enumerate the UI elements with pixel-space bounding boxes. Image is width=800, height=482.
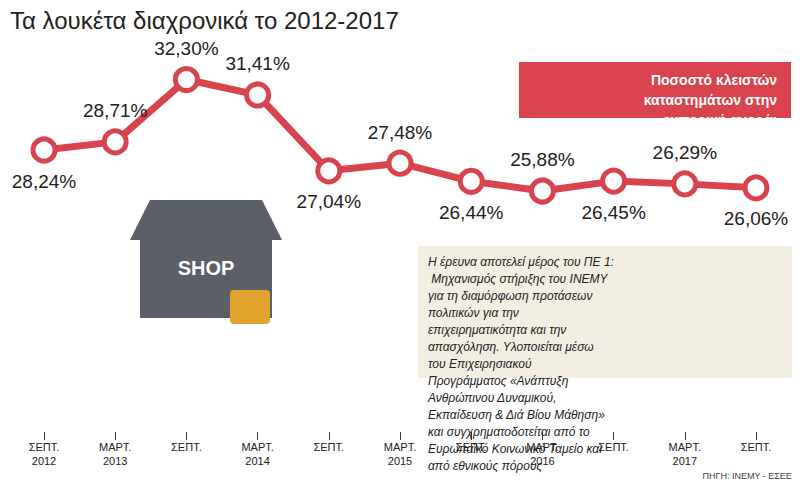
svg-text:για τη διαμόρφωση προτάσεων: για τη διαμόρφωση προτάσεων [428,289,596,303]
svg-text:ΜΑΡΤ.: ΜΑΡΤ. [669,441,701,453]
svg-text:Εκπαίδευση & Διά Βίου Μάθηση»: Εκπαίδευση & Διά Βίου Μάθηση» [428,408,608,422]
svg-text:26,29%: 26,29% [652,142,717,164]
svg-text:ΜΑΡΤ.: ΜΑΡΤ. [99,441,131,453]
svg-text:και συγχρηματοδοτείται από το: και συγχρηματοδοτείται από το [428,425,593,439]
svg-text:ΣΕΠΤ.: ΣΕΠΤ. [29,441,60,453]
svg-text:27,04%: 27,04% [297,191,362,212]
svg-text:του Επιχειρησιακού: του Επιχειρησιακού [428,357,535,371]
svg-text:27,48%: 27,48% [368,122,433,143]
svg-text:2016: 2016 [530,455,555,467]
svg-text:καταστημάτων στην: καταστημάτων στην [644,92,781,108]
svg-text:26,44%: 26,44% [439,202,504,223]
svg-text:32,30%: 32,30% [154,38,219,59]
svg-text:απασχόληση. Υλοποιείται μέσω: απασχόληση. Υλοποιείται μέσω [428,340,597,354]
svg-text:2015: 2015 [388,455,412,467]
svg-text:ΣΕΠΤ.: ΣΕΠΤ. [741,441,772,453]
svg-text:ΣΕΠΤ.: ΣΕΠΤ. [171,441,202,453]
svg-text:31,41%: 31,41% [225,53,290,74]
svg-text:ΣΕΠΤ.: ΣΕΠΤ. [313,441,344,453]
svg-text:2017: 2017 [673,455,697,467]
svg-text:Προγράμματος «Ανάπτυξη: Προγράμματος «Ανάπτυξη [428,374,572,388]
svg-text:ΣΕΠΤ.: ΣΕΠΤ. [598,441,629,453]
svg-text:επιχειρηματικότητα και την: επιχειρηματικότητα και την [428,323,570,337]
svg-text:2013: 2013 [103,455,127,467]
svg-text:πολιτικών για την: πολιτικών για την [428,306,522,320]
svg-text:ΠΗΓΗ: ΙΝΕΜΥ - ΕΣΕΕ: ΠΗΓΗ: ΙΝΕΜΥ - ΕΣΕΕ [702,471,791,481]
svg-text:εμπορική αγορά:: εμπορική αγορά: [663,112,781,128]
svg-text:Ανθρώπινου Δυναμικού,: Ανθρώπινου Δυναμικού, [427,391,560,405]
svg-text:25,88%: 25,88% [510,149,575,170]
svg-text:2014: 2014 [245,455,269,467]
svg-text:Μηχανισμός στήριξης του ΙΝΕΜΥ: Μηχανισμός στήριξης του ΙΝΕΜΥ [428,272,611,286]
svg-text:SHOP: SHOP [178,257,235,279]
svg-text:Η έρευνα αποτελεί μέρος του ΠΕ: Η έρευνα αποτελεί μέρος του ΠΕ 1: [428,255,614,269]
svg-text:Τα λουκέτα διαχρονικά το 2012-: Τα λουκέτα διαχρονικά το 2012-2017 [10,7,399,34]
svg-text:28,71%: 28,71% [83,100,148,121]
svg-text:26,45%: 26,45% [581,202,646,223]
svg-text:από εθνικούς πόρους: από εθνικούς πόρους [428,459,542,473]
svg-text:ΜΑΡΤ.: ΜΑΡΤ. [384,441,416,453]
svg-text:28,24%: 28,24% [12,171,77,192]
svg-text:ΜΑΡΤ.: ΜΑΡΤ. [241,441,273,453]
svg-text:Ευρωπαϊκό Κοινωνικό Ταμείο και: Ευρωπαϊκό Κοινωνικό Ταμείο και [428,442,605,456]
svg-text:26,06%: 26,06% [724,208,789,229]
svg-text:2012: 2012 [32,455,56,467]
svg-text:Ποσοστό κλειστών: Ποσοστό κλειστών [651,72,781,88]
svg-text:κέντρο Αθήνας: κέντρο Αθήνας [682,132,781,148]
